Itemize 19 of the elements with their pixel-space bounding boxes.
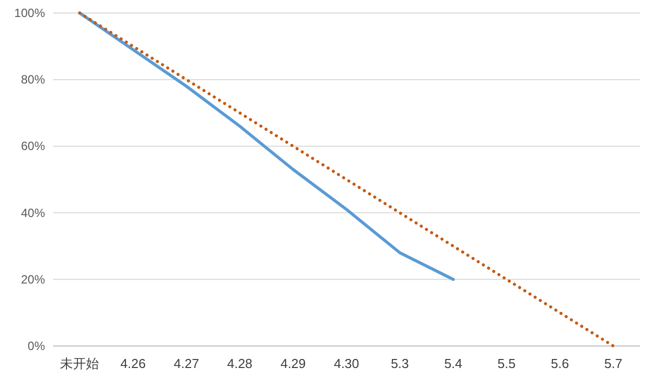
line-series	[78, 12, 455, 281]
x-tick-label: 5.4	[444, 356, 462, 371]
x-tick-label: 4.28	[227, 356, 252, 371]
x-tick-label: 4.30	[334, 356, 360, 371]
x-tick-label: 5.7	[604, 356, 622, 371]
x-tick-label: 4.26	[120, 356, 146, 371]
x-tick-label: 5.6	[550, 356, 569, 371]
y-tick-label: 0%	[28, 339, 46, 353]
line-series	[78, 12, 615, 348]
x-tick-label: 未开始	[60, 356, 100, 371]
y-tick-label: 40%	[20, 206, 46, 220]
y-tick-label: 60%	[20, 139, 46, 154]
x-tick-label: 5.5	[498, 356, 516, 371]
y-tick-label: 100%	[14, 6, 46, 20]
y-tick-label: 80%	[20, 72, 46, 87]
x-tick-label: 4.29	[280, 356, 306, 371]
x-tick-label: 5.3	[390, 356, 409, 371]
y-tick-label: 20%	[20, 272, 46, 286]
x-tick-label: 4.27	[174, 356, 200, 371]
